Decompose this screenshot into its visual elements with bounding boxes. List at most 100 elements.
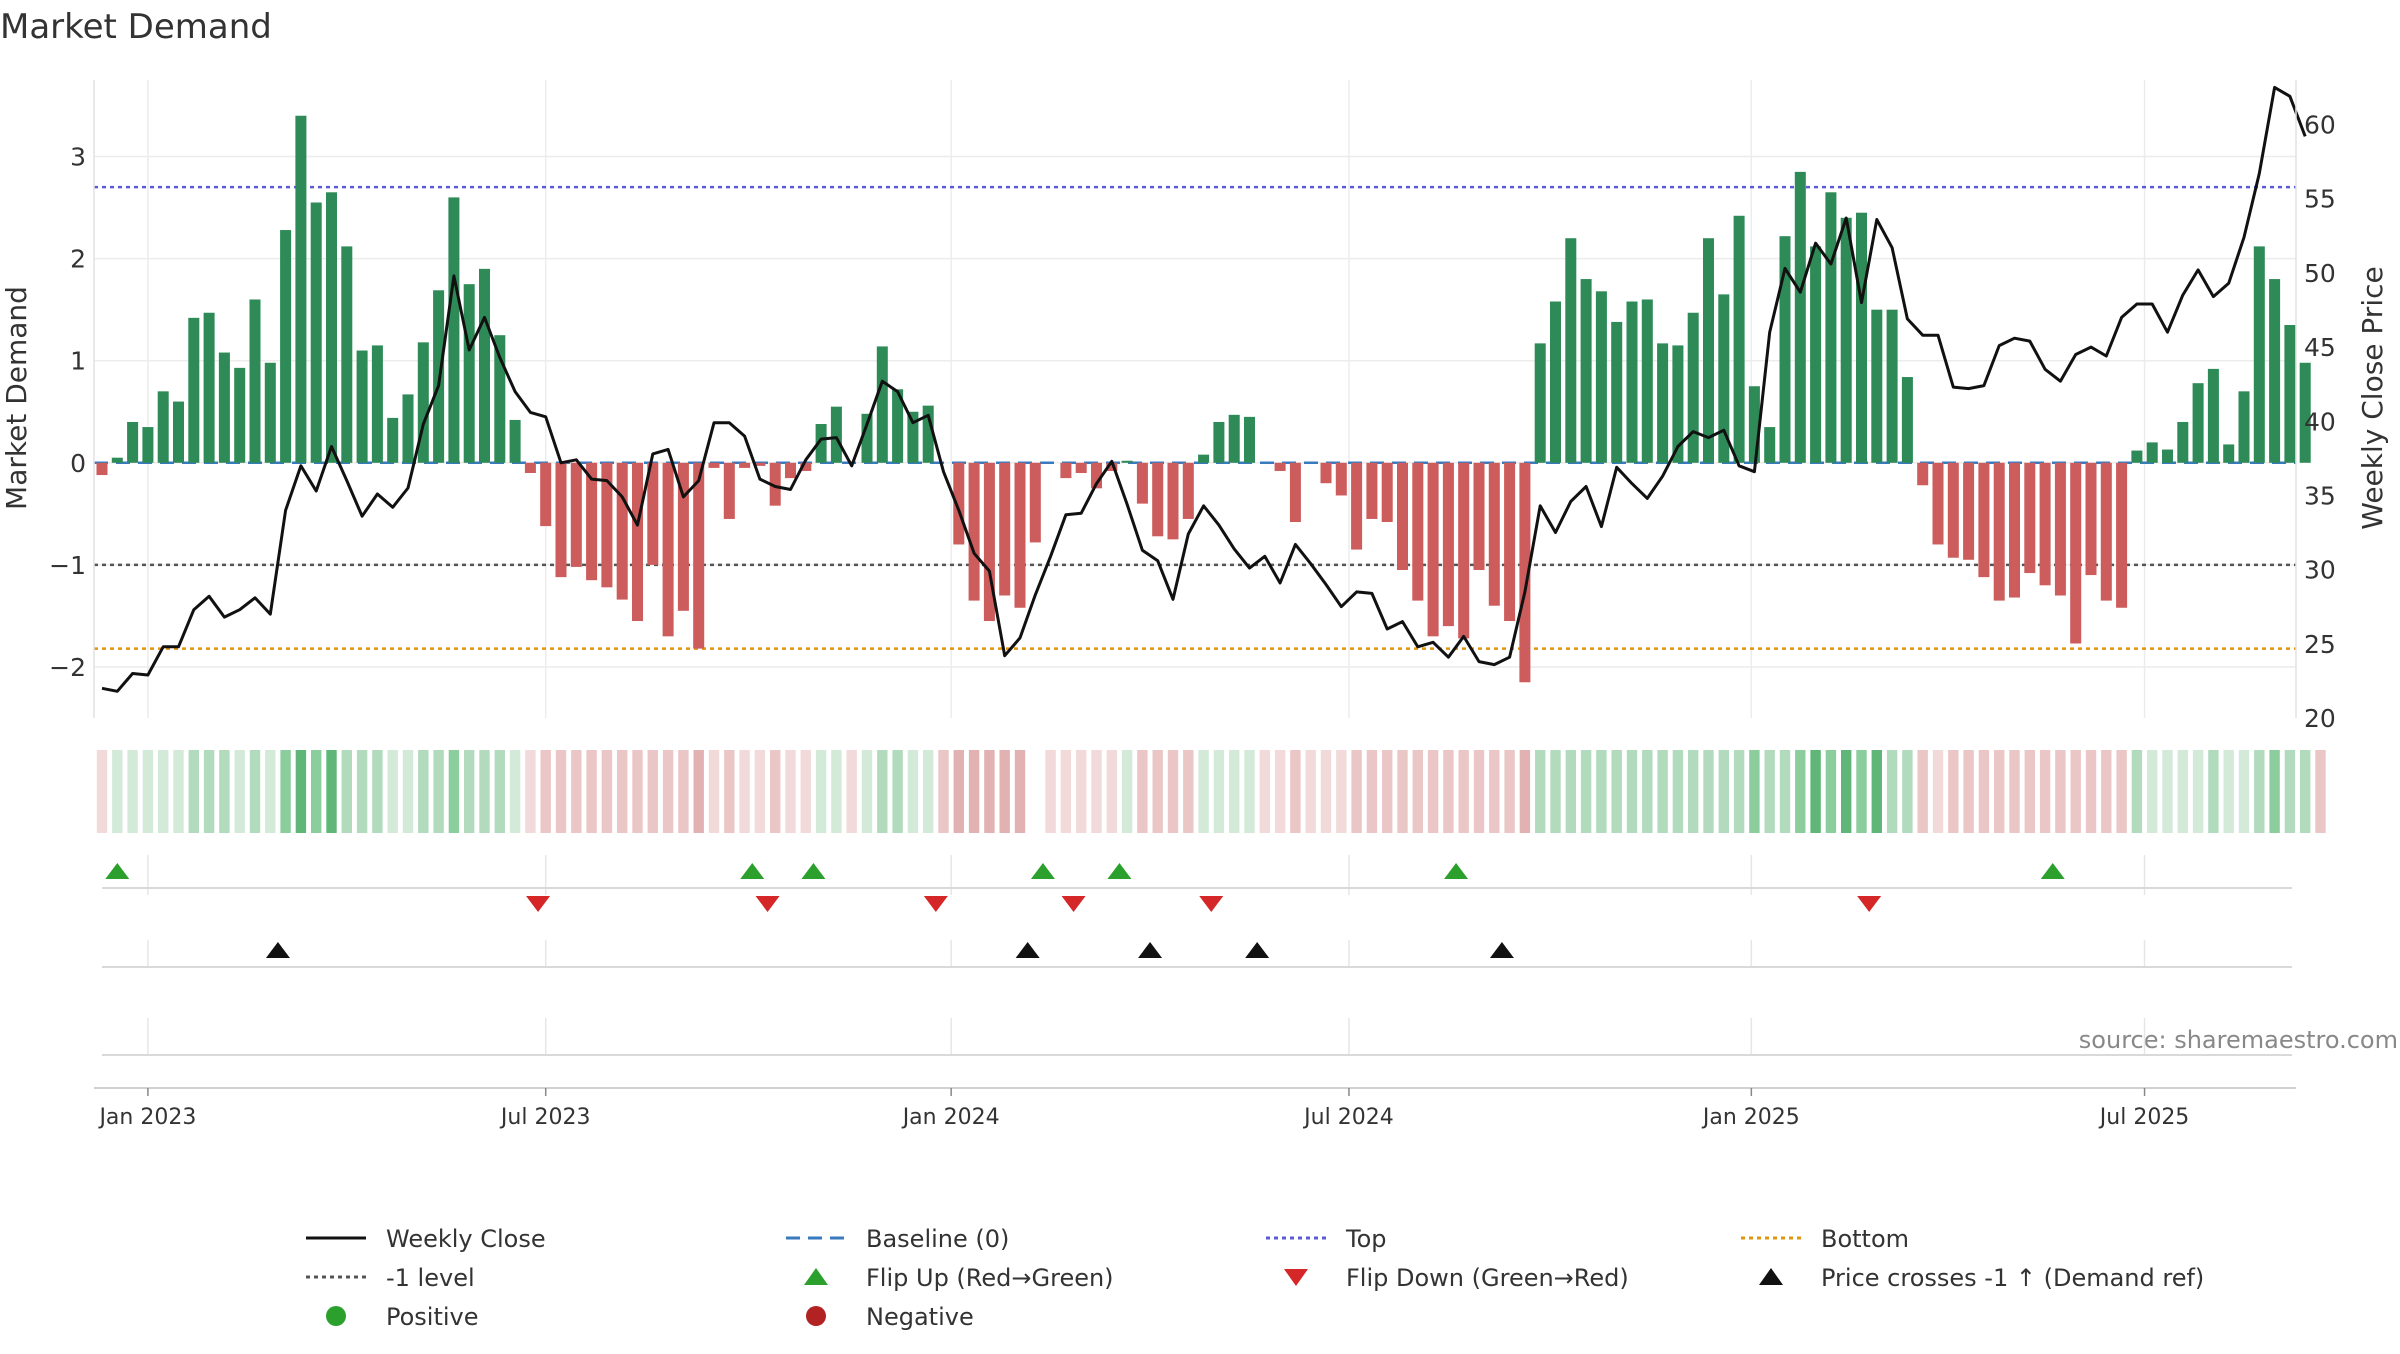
heat-cell (2009, 750, 2020, 833)
heat-cell (922, 750, 934, 833)
heat-cell (1687, 750, 1699, 833)
positive-bar (310, 202, 322, 463)
right-tick-label: 30 (2304, 556, 2336, 585)
heat-cell (1075, 750, 1087, 833)
negative-bar (2070, 462, 2082, 644)
positive-bar (264, 362, 276, 463)
positive-bar (203, 312, 215, 463)
heat-cell (2269, 750, 2280, 833)
positive-bar (188, 317, 200, 463)
right-tick-label: 60 (2304, 111, 2336, 140)
heat-cell (1137, 750, 1148, 833)
positive-bar (249, 299, 261, 463)
heat-cell (387, 750, 398, 833)
heat-cell (1657, 750, 1668, 833)
heat-cell (1626, 750, 1638, 833)
negative-bar (1963, 462, 1975, 560)
positive-bar (1198, 454, 1210, 463)
heat-cell (372, 750, 383, 833)
positive-bar (142, 427, 154, 463)
heat-cell (769, 750, 781, 833)
heat-cell (1703, 750, 1714, 833)
heat-cell (953, 750, 965, 833)
left-tick-label: −2 (49, 653, 86, 682)
heat-cell (1336, 750, 1347, 833)
right-tick-label: 45 (2304, 333, 2336, 362)
negative-bar (708, 462, 720, 468)
heat-cell (1550, 750, 1561, 833)
heat-cell (494, 750, 506, 833)
heat-cell (907, 750, 919, 833)
heat-cell (1596, 750, 1607, 833)
negative-bar (1152, 462, 1164, 537)
positive-bar (1657, 343, 1669, 463)
negative-bar (2008, 462, 2021, 598)
negative-bar (524, 462, 536, 474)
heat-cell (785, 750, 796, 833)
positive-bar (402, 394, 414, 463)
heat-cell (1993, 750, 2005, 833)
positive-bar (1565, 238, 1577, 463)
legend-label-weekly_close: Weekly Close (386, 1225, 546, 1253)
negative-bar (968, 462, 980, 601)
legend-swatch-dot (806, 1306, 826, 1326)
left-tick-label: −1 (49, 551, 86, 580)
grid (94, 80, 2296, 1055)
negative-bar (983, 462, 995, 622)
negative-bar (1427, 462, 1439, 637)
left-axis-label: Market Demand (0, 286, 33, 510)
heat-cell (1458, 750, 1469, 833)
heat-cell (1902, 750, 1913, 833)
positive-bar (356, 350, 368, 463)
negative-bar (2100, 462, 2112, 601)
heat-cell (479, 750, 490, 833)
heat-cell (1489, 750, 1500, 833)
price-cross-marker (1138, 942, 1163, 958)
negative-bar (2024, 462, 2036, 574)
positive-bar (2253, 246, 2265, 463)
negative-bar (999, 462, 1011, 596)
legend-swatch-triangle-up (804, 1268, 828, 1285)
heat-cell (525, 750, 536, 833)
heat-cell (1580, 750, 1592, 833)
heat-cell (1060, 750, 1072, 833)
heat-cell (540, 750, 551, 833)
right-tick-label: 35 (2304, 481, 2336, 510)
positive-bar (861, 413, 873, 463)
positive-bar (1243, 416, 1256, 463)
positive-bar (1748, 386, 1760, 463)
heat-cell (1121, 750, 1133, 833)
heat-cell (1320, 750, 1332, 833)
heat-cell (1611, 750, 1622, 833)
right-tick-label: 50 (2304, 259, 2336, 288)
positive-bar (830, 406, 842, 463)
price-cross-marker (265, 942, 290, 958)
negative-bar (1381, 462, 1393, 523)
heat-cell (418, 750, 429, 833)
flip-up-marker (1030, 863, 1055, 879)
positive-bar (1580, 279, 1592, 463)
heat-cell (800, 750, 812, 833)
source-credit: source: sharemaestro.com (2079, 1026, 2398, 1054)
heat-cell (1519, 750, 1531, 833)
legend-label-flip_down: Flip Down (Green→Red) (1346, 1264, 1629, 1292)
negative-bar (631, 462, 644, 622)
price-line-group (101, 85, 2307, 693)
heat-cell (2177, 750, 2189, 833)
signal-markers (102, 863, 2292, 1056)
positive-bar (2207, 368, 2219, 463)
heat-cell (326, 750, 337, 833)
positive-bar (172, 401, 185, 463)
heat-cell (708, 750, 720, 833)
legend-label-positive: Positive (386, 1303, 479, 1331)
legend-swatch-triangle-down (1284, 1269, 1308, 1286)
negative-bar (693, 462, 705, 649)
positive-bar (295, 115, 307, 463)
flip-down-marker (1857, 896, 1882, 912)
heat-cell (754, 750, 766, 833)
positive-bar (1549, 301, 1562, 463)
legend-label-baseline: Baseline (0) (866, 1225, 1009, 1253)
heat-cell (402, 750, 414, 833)
left-tick-label: 3 (70, 143, 86, 172)
positive-bar (1733, 215, 1745, 463)
